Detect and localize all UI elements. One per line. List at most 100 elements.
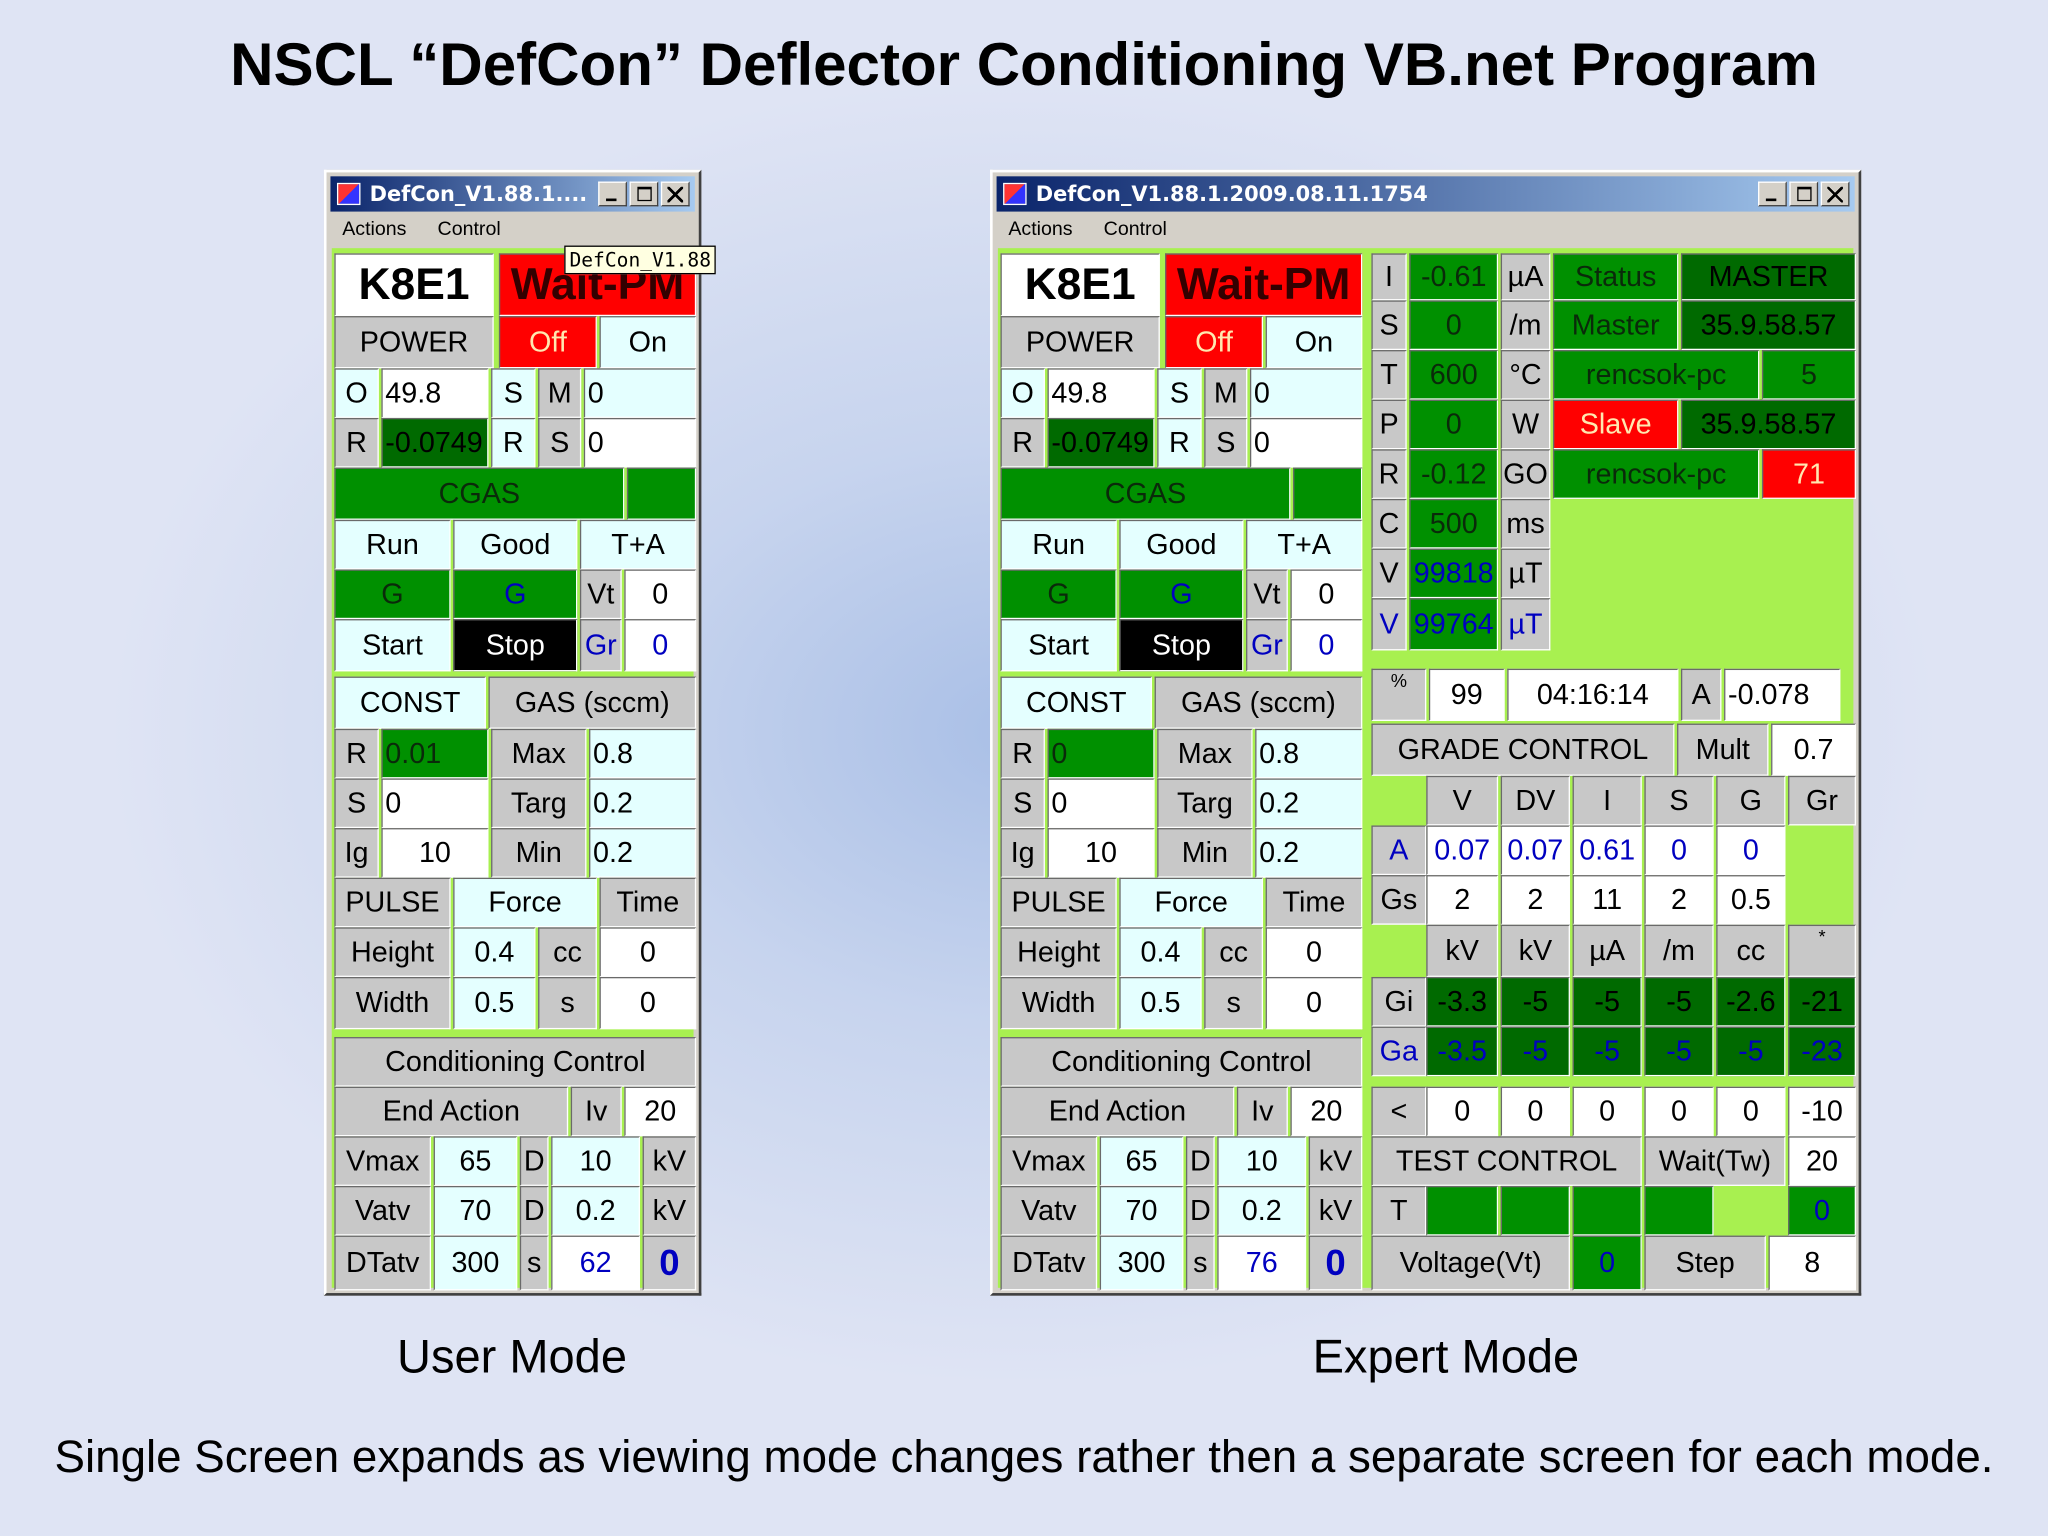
cell: µT [1500,548,1551,599]
caption: Single Screen expands as viewing mode ch… [54,1431,1994,1483]
cell: kV [1426,924,1499,977]
cell: 0 [381,778,489,829]
window: DefCon_V1.88.1.2009.08.11.1754 Actions Con… [990,169,1862,1296]
mode-label: Expert Mode [1312,1329,1580,1384]
cell: Conditioning Control [334,1037,697,1087]
cell: D [1185,1185,1215,1236]
cell: 0 [1409,399,1499,450]
cell: 300 [433,1235,518,1291]
cell: % [1371,668,1427,721]
cell: 0 [1265,927,1363,977]
cell: 0.2 [589,828,697,878]
cell: O [1000,368,1045,418]
cell: 65 [1099,1136,1184,1186]
cell: s [1185,1235,1215,1291]
cell: 99764 [1409,598,1499,651]
cell: 0 [599,927,697,977]
cell: G [453,569,578,620]
indicator [1500,1185,1570,1236]
cell: 0 [1644,825,1714,876]
cell: M [538,368,582,418]
cell: Min [491,828,587,878]
cell: S [1644,775,1714,826]
cell: -5 [1500,976,1570,1027]
cell: Vatv [1000,1185,1098,1236]
cell: Voltage(Vt) [1371,1235,1570,1291]
cell: GO [1500,449,1551,499]
cell: 0 [1716,825,1786,876]
cell: -0.0749 [381,417,489,468]
cell: 99 [1428,668,1505,721]
cell: On [1265,316,1363,369]
cell: 0.2 [551,1185,640,1236]
cell: 0 [1308,1235,1363,1291]
window: DefCon_V1.88.1.... Actions Control K8E1 Wait… [323,169,717,1296]
cell: PULSE [334,877,451,928]
cell: S [1204,417,1248,468]
cell: 0 [1249,368,1363,418]
cell: cc [538,927,597,977]
cell: D [519,1136,549,1186]
cell: 10 [1217,1136,1307,1186]
cell: Vmax [1000,1136,1098,1186]
cell: -0.61 [1409,253,1499,301]
cell: Gi [1371,976,1427,1027]
close-button[interactable] [660,181,690,207]
cell: Good [453,519,578,570]
minimize-button[interactable] [598,181,627,207]
cell: 70 [433,1185,518,1236]
cell: I [1572,775,1642,826]
cell: G [334,569,451,620]
cell: 20 [1788,1136,1856,1186]
cell: R [334,728,379,779]
cell: cc [1716,924,1786,977]
menu-item[interactable]: Actions [1008,218,1073,241]
cell: 0.8 [1255,728,1363,779]
cell: 11 [1572,875,1642,925]
cell: Stop [453,619,578,672]
cell: 0.07 [1426,825,1499,876]
cell: PULSE [1000,877,1117,928]
cell: G [1000,569,1117,620]
cell: 0.2 [1255,828,1363,878]
cell: 0 [1644,1086,1714,1137]
cell: 04:16:14 [1507,668,1679,721]
cell: Run [334,519,451,570]
cell: °C [1500,350,1551,400]
maximize-button[interactable] [1789,181,1819,207]
cell: 8 [1768,1235,1856,1291]
cell: R [1000,417,1045,468]
minimize-button[interactable] [1758,181,1787,207]
menu-item[interactable]: Control [1103,218,1167,241]
cell: 0 [1572,1086,1642,1137]
cell: CGAS [1000,467,1291,520]
cell: K8E1 [334,253,494,317]
menu-item[interactable]: Actions [342,218,407,241]
cell: D [1185,1136,1215,1186]
cell: V [1426,775,1499,826]
cell: kV [1308,1185,1363,1236]
close-button[interactable] [1820,181,1850,207]
cell: Start [334,619,451,672]
title-bar: DefCon_V1.88.1.... [330,176,695,212]
cell: Force [1119,877,1264,928]
cell: R [334,417,379,468]
cell: 0 [599,976,697,1030]
indicator [626,467,697,520]
cell: 0.8 [589,728,697,779]
cell: -5 [1572,1026,1642,1077]
cell: Off [1165,316,1264,369]
cell: 2 [1500,875,1570,925]
cell: -5 [1644,1026,1714,1077]
cell: -3.5 [1426,1026,1499,1077]
cell: /m [1644,924,1714,977]
maximize-button[interactable] [629,181,659,207]
cell: T [1371,350,1407,400]
menu-item[interactable]: Control [437,218,501,241]
app-icon [336,182,361,206]
cell: 0.61 [1572,825,1642,876]
cell: 500 [1409,498,1499,549]
cell: Targ [1157,778,1253,829]
cell: 0 [1500,1086,1570,1137]
